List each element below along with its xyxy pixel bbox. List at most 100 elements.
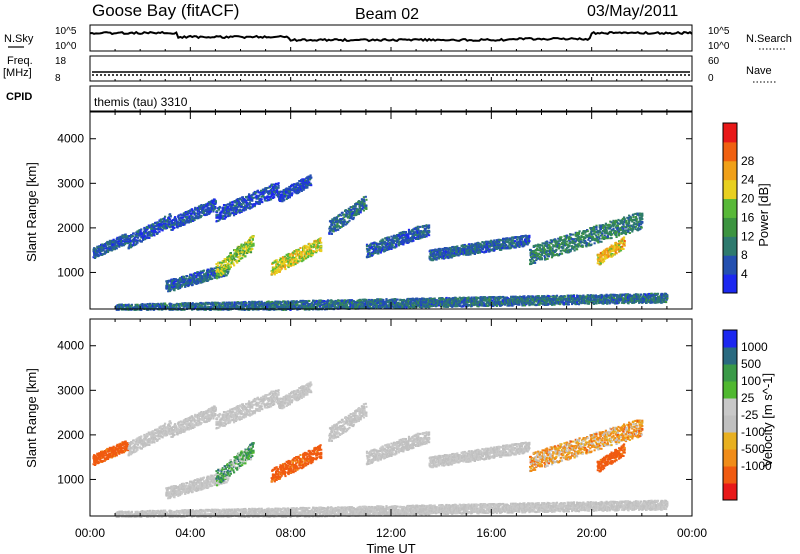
power-echo-cell [216,277,218,279]
power-echo-cell [620,229,622,231]
power-echo-cell [223,204,225,206]
power-echo-cell [544,249,546,251]
power-echo-cell [611,248,613,250]
power-echo-cell [617,219,619,221]
power-echo-cell [293,264,295,266]
power-echo-cell [606,229,608,231]
power-echo-cell [316,250,318,252]
power-echo-cell [567,249,569,251]
frequency-panel: Freq. [MHz] 18 8 60 0 Nave [3,55,776,84]
power-echo-cell [641,218,643,220]
power-echo-cell [635,226,637,228]
power-echo-cell [550,243,552,245]
power-echo-cell [540,248,542,250]
power-echo-cell [587,230,589,232]
power-echo-cell [629,232,631,234]
power-echo-cell [432,249,434,251]
power-echo-cell [394,238,396,240]
power-echo-cell [601,232,603,234]
power-echo-cell [297,182,299,184]
power-echo-cell [170,289,172,291]
power-echo-cell [558,248,560,250]
power-echo-cell [399,240,401,242]
power-echo-cell [194,212,196,214]
power-echo-cell [541,258,543,260]
power-echo-cell [252,238,254,240]
power-echo-cell [632,216,634,218]
power-echo-cell [112,243,114,245]
power-echo-cell [604,237,606,239]
power-echo-cell [252,206,254,208]
power-echo-cell [365,205,367,207]
power-echo-cell [514,240,516,242]
power-echo-cell [592,236,594,238]
power-echo-cell [436,259,438,261]
power-echo-cell [541,254,543,256]
power-echo-cell [96,246,98,248]
power-echo-cell [439,248,441,250]
power-echo-cell [283,199,285,201]
power-echo-cell [641,213,643,215]
power-echo-cell [616,236,618,238]
power-echo-cell [614,230,616,232]
power-echo-cell [220,265,222,267]
cpid-label: CPID [6,91,32,103]
power-echo-cell [286,258,288,260]
nsky-tick-low: 10^0 [55,41,77,52]
power-echo-cell [116,247,118,249]
power-echo-cell [320,242,322,244]
power-echo-cell [496,248,498,250]
power-echo-cell [158,231,160,233]
power-echo-cell [468,243,470,245]
power-echo-cell [270,198,272,200]
freq-unit-label: [MHz] [3,67,32,79]
power-echo-cell [173,278,175,280]
power-echo-cell [551,240,553,242]
power-echo-cell [428,224,430,226]
power-echo-cell [264,200,266,202]
power-echo-cell [490,249,492,251]
power-echo-cell [547,258,549,260]
power-echo-cell [405,231,407,233]
power-echo-cell [570,250,572,252]
power-echo-cell [130,242,132,244]
power-echo-cell [333,224,335,226]
power-echo-cell [363,196,365,198]
power-echo-cell [264,192,266,194]
noise-panel: N.Sky 10^5 10^0 10^5 10^0 N.Search [4,25,792,52]
power-echo-cell [480,244,482,246]
power-echo-cell [599,238,601,240]
power-echo-cell [625,229,627,231]
power-echo-cell [634,228,636,230]
power-echo-cell [340,215,342,217]
power-echo-cell [363,201,365,203]
power-echo-cell [348,220,350,222]
power-echo-cell [239,255,241,257]
power-echo-cell [560,239,562,241]
power-echo-cell [320,250,322,252]
power-echo-cell [233,214,235,216]
power-echo-cell [367,251,369,253]
power-echo-cell [243,248,245,250]
power-echo-cell [293,261,295,263]
power-echo-cell [528,236,530,238]
power-echo-cell [248,248,250,250]
power-echo-cell [162,229,164,231]
power-echo-cell [241,257,243,259]
power-echo-cell [546,242,548,244]
power-echo-cell [227,271,229,273]
power-echo-cell [299,247,301,249]
power-echo-cell [232,255,234,257]
power-echo-cell [257,192,259,194]
power-echo-cell [168,224,170,226]
power-echo-cell [239,212,241,214]
power-echo-cell [623,226,625,228]
power-echo-cell [155,231,157,233]
power-echo-cell [392,239,394,241]
power-echo-cell [600,228,602,230]
power-echo-cell [192,284,194,286]
power-echo-cell [626,220,628,222]
power-echo-cell [174,216,176,218]
freq-tick-high: 18 [55,56,67,67]
power-echo-cell [212,269,214,271]
